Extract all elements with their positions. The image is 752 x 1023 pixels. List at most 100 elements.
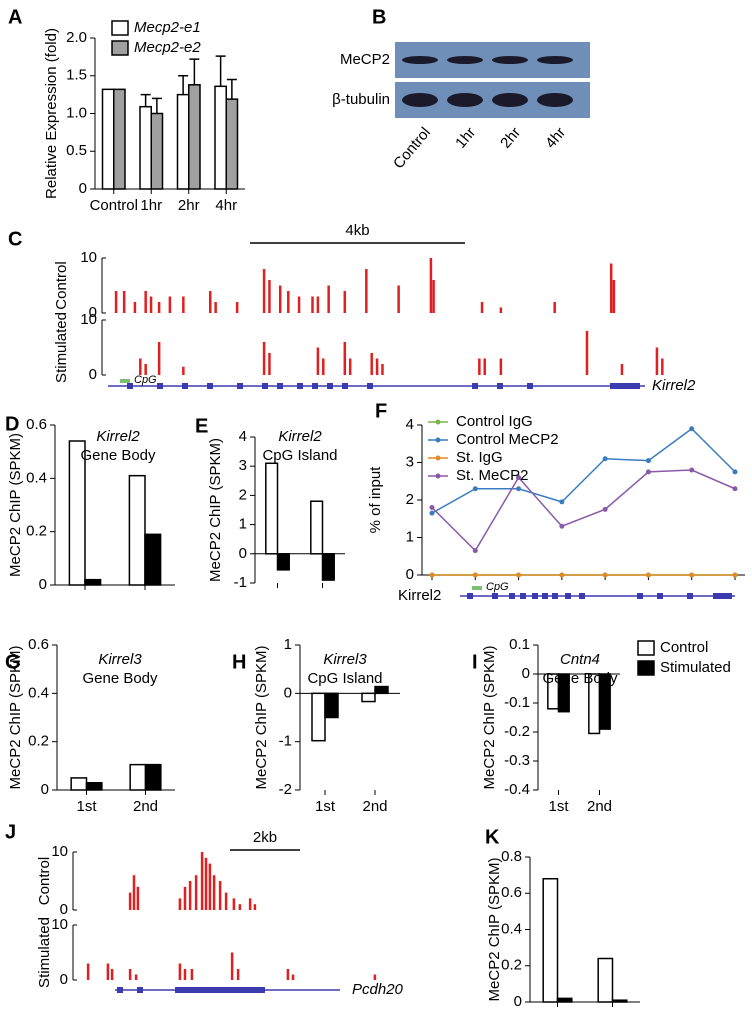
point — [429, 505, 435, 510]
y-tick-label: 0 — [406, 566, 414, 583]
y-tick-label: 0 — [89, 304, 97, 321]
blot-row-label: MeCP2 — [340, 51, 390, 68]
exon — [552, 593, 558, 599]
bar — [556, 997, 573, 1003]
bar — [101, 88, 115, 190]
blot-lane-label: 1hr — [452, 124, 479, 152]
legend-marker — [435, 437, 441, 443]
signal-bar — [232, 898, 236, 910]
signal-bar — [235, 302, 239, 313]
signal-bar — [139, 358, 142, 375]
signal-bar — [291, 974, 295, 980]
y-tick-label: -0.3 — [504, 752, 530, 769]
y-tick-label: 1 — [284, 636, 292, 653]
exon — [472, 383, 478, 389]
exon — [182, 383, 188, 389]
point — [559, 499, 565, 505]
y-axis-label: % of input — [367, 466, 384, 534]
blot-lane-label: Control — [390, 124, 434, 172]
signal-bar — [268, 353, 271, 375]
exon — [467, 593, 473, 599]
chart-subtitle: Gene Body — [82, 670, 158, 687]
chart-title: Kirrel3 — [323, 651, 367, 668]
y-axis-label: MeCP2 ChIP (SPKM) — [486, 858, 503, 1002]
exon — [532, 593, 538, 599]
signal-bar — [278, 285, 282, 313]
exon — [207, 383, 213, 389]
panel-letter: E — [195, 415, 208, 437]
signal-bar — [375, 358, 379, 375]
y-axis-label: MeCP2 ChIP (SPKM) — [7, 433, 24, 577]
panel-letter: I — [472, 651, 478, 673]
signal-bar — [188, 881, 192, 910]
signal-bar — [262, 269, 266, 313]
x-tick-label: 1st — [76, 798, 97, 815]
signal-bar — [348, 358, 352, 375]
exon — [509, 593, 515, 599]
bar — [214, 85, 227, 190]
chart-title: Kirrel3 — [98, 651, 142, 668]
point — [472, 548, 478, 554]
signal-bar — [429, 258, 433, 313]
y-axis-label: MeCP2 ChIP (SPKM) — [253, 646, 270, 790]
signal-bar — [190, 969, 194, 980]
x-tick-label: 2nd — [587, 798, 612, 815]
exon — [527, 383, 533, 389]
legend-label: Control MeCP2 — [456, 431, 559, 448]
legend-marker — [435, 419, 441, 425]
cpg-island — [472, 586, 482, 590]
x-tick-label: 2nd — [133, 798, 158, 815]
y-axis-label: MeCP2 ChIP (SPKM) — [7, 646, 24, 790]
signal-bar — [132, 875, 136, 910]
y-tick-label: 4 — [406, 416, 414, 433]
signal-bar — [478, 358, 481, 375]
x-tick-label: 1hr — [140, 197, 162, 214]
cpg-label: CpG — [134, 374, 157, 386]
legend-label: Mecp2-e1 — [134, 19, 201, 36]
exon — [497, 383, 503, 389]
y-tick-label: 0 — [239, 545, 247, 562]
y-tick-label: 0.6 — [28, 636, 49, 653]
point — [516, 572, 522, 578]
signal-bar — [178, 898, 182, 910]
signal-bar — [178, 963, 182, 980]
legend-swatch — [637, 640, 655, 656]
y-tick-label: 3 — [406, 453, 414, 470]
bar — [265, 462, 279, 555]
y-tick-label: 2 — [239, 486, 247, 503]
legend-swatch — [637, 660, 655, 676]
series-line — [431, 427, 736, 514]
y-tick-label: 3 — [239, 457, 247, 474]
signal-bar — [144, 291, 147, 313]
legend-label: Stimulated — [660, 659, 731, 676]
chart-title: Kirrel2 — [96, 428, 140, 445]
exon — [127, 383, 133, 389]
point — [732, 469, 738, 475]
point — [602, 572, 608, 578]
y-tick-label: 10 — [80, 311, 97, 328]
point — [602, 456, 608, 462]
signal-bar — [585, 331, 589, 375]
signal-bar — [106, 963, 110, 980]
signal-bar — [110, 969, 114, 980]
y-tick-label: 1.0 — [66, 104, 87, 121]
gene-label: Kirrel2 — [398, 587, 441, 604]
bar — [85, 782, 103, 791]
y-tick-label: 10 — [80, 249, 97, 266]
blot-lane-label: 4hr — [542, 124, 569, 152]
y-tick-label: 2.0 — [66, 29, 87, 46]
signal-bar — [655, 347, 659, 375]
exon — [542, 593, 548, 599]
signal-bar — [168, 296, 172, 313]
point — [602, 506, 608, 512]
y-tick-label: -0.2 — [504, 723, 530, 740]
y-tick-label: -0.1 — [504, 694, 530, 711]
signal-bar — [218, 881, 222, 910]
exon — [237, 383, 243, 389]
signal-bar — [157, 342, 161, 375]
y-tick-label: 0.2 — [501, 957, 522, 974]
y-tick-label: 10 — [51, 843, 68, 860]
y-tick-label: 0.2 — [26, 523, 47, 540]
blot-band — [447, 93, 483, 107]
